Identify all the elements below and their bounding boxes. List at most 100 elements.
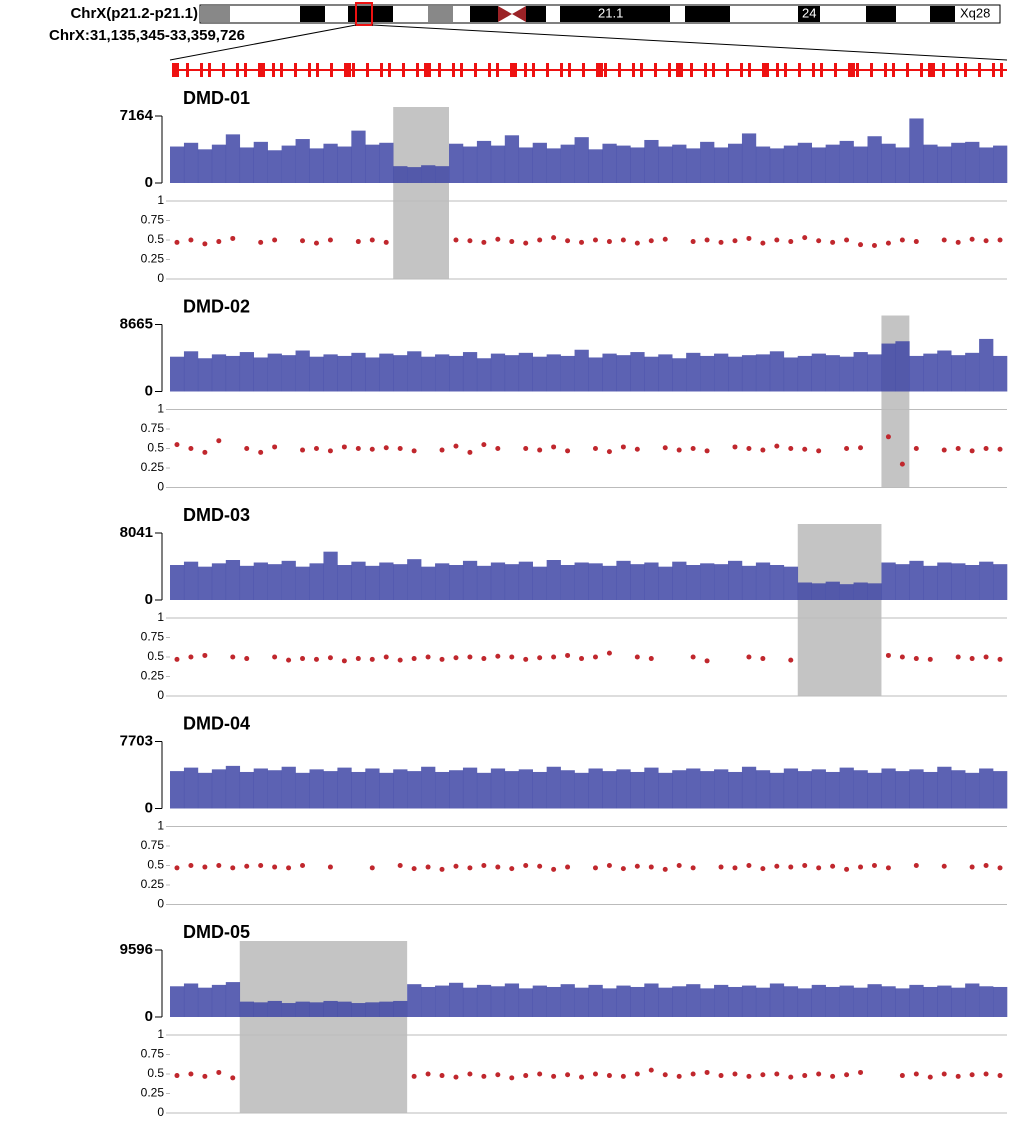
y-tick-label: 8041: [120, 524, 153, 541]
baf-point: [509, 1075, 515, 1081]
baf-point: [523, 863, 529, 868]
baf-point: [565, 864, 571, 870]
baf-point: [648, 238, 654, 244]
coverage-bar: [853, 352, 868, 392]
baf-point: [481, 239, 487, 245]
coverage-bar: [407, 984, 422, 1017]
coverage-bar: [225, 765, 241, 809]
band-label: Xq28: [960, 5, 990, 20]
y-tick-label: 0.75: [141, 421, 165, 435]
baf-point: [634, 863, 640, 869]
coverage-bar: [253, 357, 268, 392]
coverage-bar: [797, 988, 812, 1017]
coverage-bar: [839, 985, 854, 1017]
baf-point: [983, 654, 989, 660]
exon: [726, 63, 729, 77]
band-label: p22.2: [248, 5, 281, 20]
coverage-bar: [197, 358, 213, 392]
exon: [280, 63, 283, 77]
coverage-bar: [867, 583, 882, 600]
baf-point: [648, 656, 654, 662]
baf-point: [244, 446, 250, 451]
baf-point: [551, 866, 557, 872]
coverage-bar: [323, 354, 338, 392]
coverage-bar: [225, 982, 241, 1017]
y-tick-label: 0.25: [141, 877, 165, 891]
baf-point: [844, 446, 850, 451]
coverage-bar: [421, 165, 436, 183]
baf-point: [300, 656, 306, 662]
baf-point: [258, 449, 264, 455]
baf-point: [899, 1073, 905, 1079]
coverage-bar: [323, 143, 338, 183]
baf-point: [174, 442, 180, 448]
coverage-bar: [574, 349, 589, 392]
baf-point: [983, 446, 989, 451]
exon: [568, 63, 571, 77]
sample-title: DMD-05: [183, 922, 250, 942]
baf-point: [369, 865, 375, 871]
y-tick-label: 0: [145, 382, 153, 399]
exon: [906, 63, 909, 77]
baf-point: [481, 442, 487, 448]
baf-point: [858, 242, 864, 248]
coverage-bar: [825, 355, 840, 392]
baf-point: [272, 237, 278, 243]
baf-point: [258, 239, 264, 245]
coverage-bar: [518, 561, 533, 600]
coverage-bar: [281, 355, 296, 392]
baf-point: [244, 863, 250, 869]
highlight-region: [797, 600, 882, 696]
baf-point: [411, 1073, 417, 1079]
exon: [510, 63, 517, 77]
coverage-bar: [490, 768, 506, 809]
coverage-bar: [769, 772, 785, 809]
baf-point: [537, 1071, 543, 1077]
y-tick-label: 0.75: [141, 630, 165, 644]
coverage-bar: [560, 144, 575, 183]
coverage-bar: [197, 149, 213, 183]
y-tick-label: 0.25: [141, 1086, 165, 1100]
exon: [582, 63, 585, 77]
exon: [496, 63, 499, 77]
baf-point: [313, 240, 319, 246]
baf-point: [523, 656, 529, 662]
exon: [1000, 63, 1003, 77]
exon: [654, 63, 657, 77]
baf-point: [369, 656, 375, 662]
coverage-bar: [979, 561, 994, 600]
coverage-bar: [867, 354, 882, 392]
coverage-bar: [211, 984, 227, 1017]
baf-point: [830, 863, 836, 869]
baf-point: [634, 1071, 640, 1077]
coverage-bar: [337, 1001, 352, 1017]
baf-point: [690, 1071, 696, 1077]
coverage-bar: [337, 565, 352, 600]
coverage-bar: [630, 564, 645, 600]
y-tick-label: 0: [157, 688, 164, 702]
baf-point: [718, 864, 724, 870]
baf-point: [816, 1071, 822, 1077]
exon: [596, 63, 603, 77]
coverage-bar: [937, 985, 952, 1017]
exon: [236, 63, 239, 77]
baf-point: [592, 865, 598, 871]
baf-point: [732, 1071, 738, 1077]
coverage-bar: [239, 565, 254, 600]
coverage-bar: [281, 145, 296, 183]
coverage-bar: [323, 551, 338, 600]
baf-point: [174, 656, 180, 662]
exon: [172, 63, 179, 77]
baf-point: [202, 652, 208, 658]
coverage-bar: [421, 986, 436, 1017]
y-tick-label: 1: [157, 193, 164, 207]
baf-point: [704, 1069, 710, 1075]
coverage-bar: [504, 564, 520, 600]
exon: [640, 63, 643, 77]
coverage-bar: [518, 769, 533, 809]
baf-point: [509, 239, 515, 245]
baf-point: [592, 1071, 598, 1077]
exon: [366, 63, 369, 77]
coverage-bar: [825, 771, 840, 809]
